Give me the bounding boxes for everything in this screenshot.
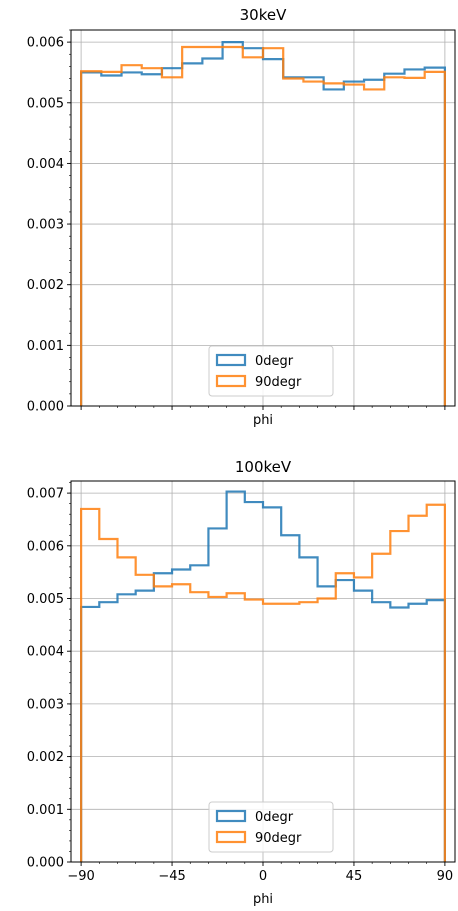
y-tick-label: 0.000 [27,856,64,871]
y-tick-label: 0.007 [27,487,64,502]
series-90degr [80,503,446,862]
chart-1: 0.000 0.001 0.002 0.003 0.004 0.005 0.006 30keV… [27,6,456,428]
x-tick-label: −90 [67,869,94,884]
y-tick-label: 0.003 [27,218,64,233]
y-tick-label: 0.006 [27,36,64,51]
legend-label-90degr: 90degr [255,375,302,390]
y-tick-label: 0.002 [27,278,64,293]
chart-title: 30keV [240,6,287,24]
legend-box [208,345,334,397]
x-tick-label: 45 [346,869,363,884]
y-tick-label: 0.000 [27,400,64,415]
y-tick-label: 0.004 [27,645,64,660]
legend: 0degr 90degr [208,345,334,397]
y-tick-label: 0.005 [27,592,64,607]
legend-swatch-90degr [215,830,247,844]
legend-label-90degr: 90degr [255,831,302,846]
y-tick-label: 0.006 [27,539,64,554]
y-tick-label: 0.001 [27,803,64,818]
legend-box [208,801,334,853]
legend-label-0degr: 0degr [255,354,294,369]
chart-title: 100keV [235,458,292,476]
chart-2: 0.000 0.001 0.002 0.003 0.004 0.005 0.006 0.007… [27,458,456,907]
x-tick-label: −45 [158,869,185,884]
y-tick-label: 0.003 [27,697,64,712]
x-axis-label: phi [253,413,273,428]
legend-swatch-0degr [215,353,247,367]
y-tick-label: 0.002 [27,750,64,765]
legend-label-0degr: 0degr [255,810,294,825]
series-90degr [80,45,446,406]
x-axis-label: phi [253,892,273,907]
y-tick-label: 0.004 [27,157,64,172]
series-0degr [80,490,446,862]
y-tick-label: 0.001 [27,339,64,354]
x-tick-label: 90 [437,869,454,884]
legend-swatch-0degr [215,809,247,823]
legend: 0degr 90degr [208,801,334,853]
y-tick-label: 0.005 [27,96,64,111]
legend-swatch-90degr [215,374,247,388]
x-tick-label: 0 [259,869,267,884]
